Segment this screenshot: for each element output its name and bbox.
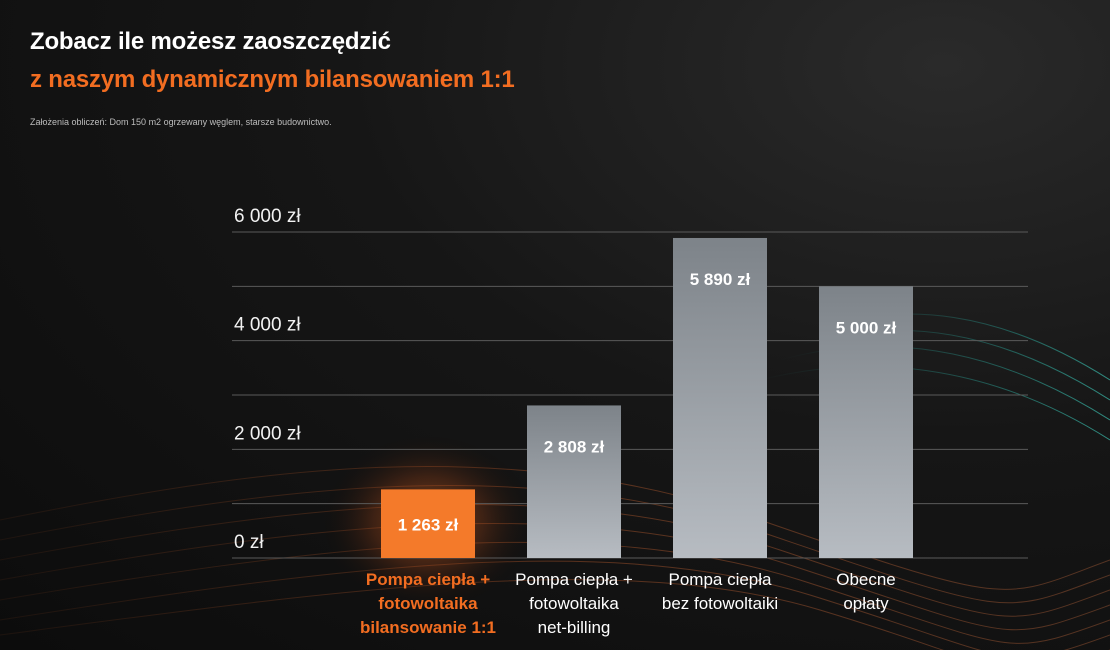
bar-value-label: 5 890 zł bbox=[690, 270, 751, 289]
category-label: Pompa ciepła bbox=[668, 570, 772, 589]
bar-value-label: 1 263 zł bbox=[398, 516, 459, 535]
category-label: fotowoltaika bbox=[529, 594, 619, 613]
y-tick-label: 2 000 zł bbox=[234, 423, 301, 444]
category-label: Pompa ciepła + bbox=[515, 570, 633, 589]
category-label: net-billing bbox=[538, 618, 611, 637]
y-axis-ticks: 0 zł 2 000 zł 4 000 zł 6 000 zł bbox=[234, 206, 301, 553]
y-tick-label: 6 000 zł bbox=[234, 206, 301, 227]
bars: 1 263 zł 2 808 zł 5 890 zł 5 000 zł bbox=[381, 237, 913, 558]
y-tick-label: 4 000 zł bbox=[234, 315, 301, 336]
y-tick-label: 0 zł bbox=[234, 532, 264, 553]
category-label: bez fotowoltaiki bbox=[662, 594, 778, 613]
category-label: opłaty bbox=[843, 594, 889, 613]
category-labels: Pompa ciepła + fotowoltaika bilansowanie 1… bbox=[360, 570, 896, 637]
bar bbox=[381, 489, 475, 558]
bar-value-label: 5 000 zł bbox=[836, 318, 897, 337]
bar bbox=[673, 237, 767, 558]
bar bbox=[819, 286, 913, 558]
calculation-assumptions: Założenia obliczeń: Dom 150 m2 ogrzewany… bbox=[30, 117, 332, 127]
category-label: Pompa ciepła + bbox=[366, 570, 490, 589]
category-label: Obecne bbox=[836, 570, 896, 589]
bar-value-label: 2 808 zł bbox=[544, 437, 605, 456]
bar bbox=[527, 405, 621, 558]
page-title: Zobacz ile możesz zaoszczędzić bbox=[30, 28, 391, 55]
page-subtitle: z naszym dynamicznym bilansowaniem 1:1 bbox=[30, 66, 515, 93]
category-label: fotowoltaika bbox=[378, 594, 478, 613]
category-label: bilansowanie 1:1 bbox=[360, 618, 496, 637]
